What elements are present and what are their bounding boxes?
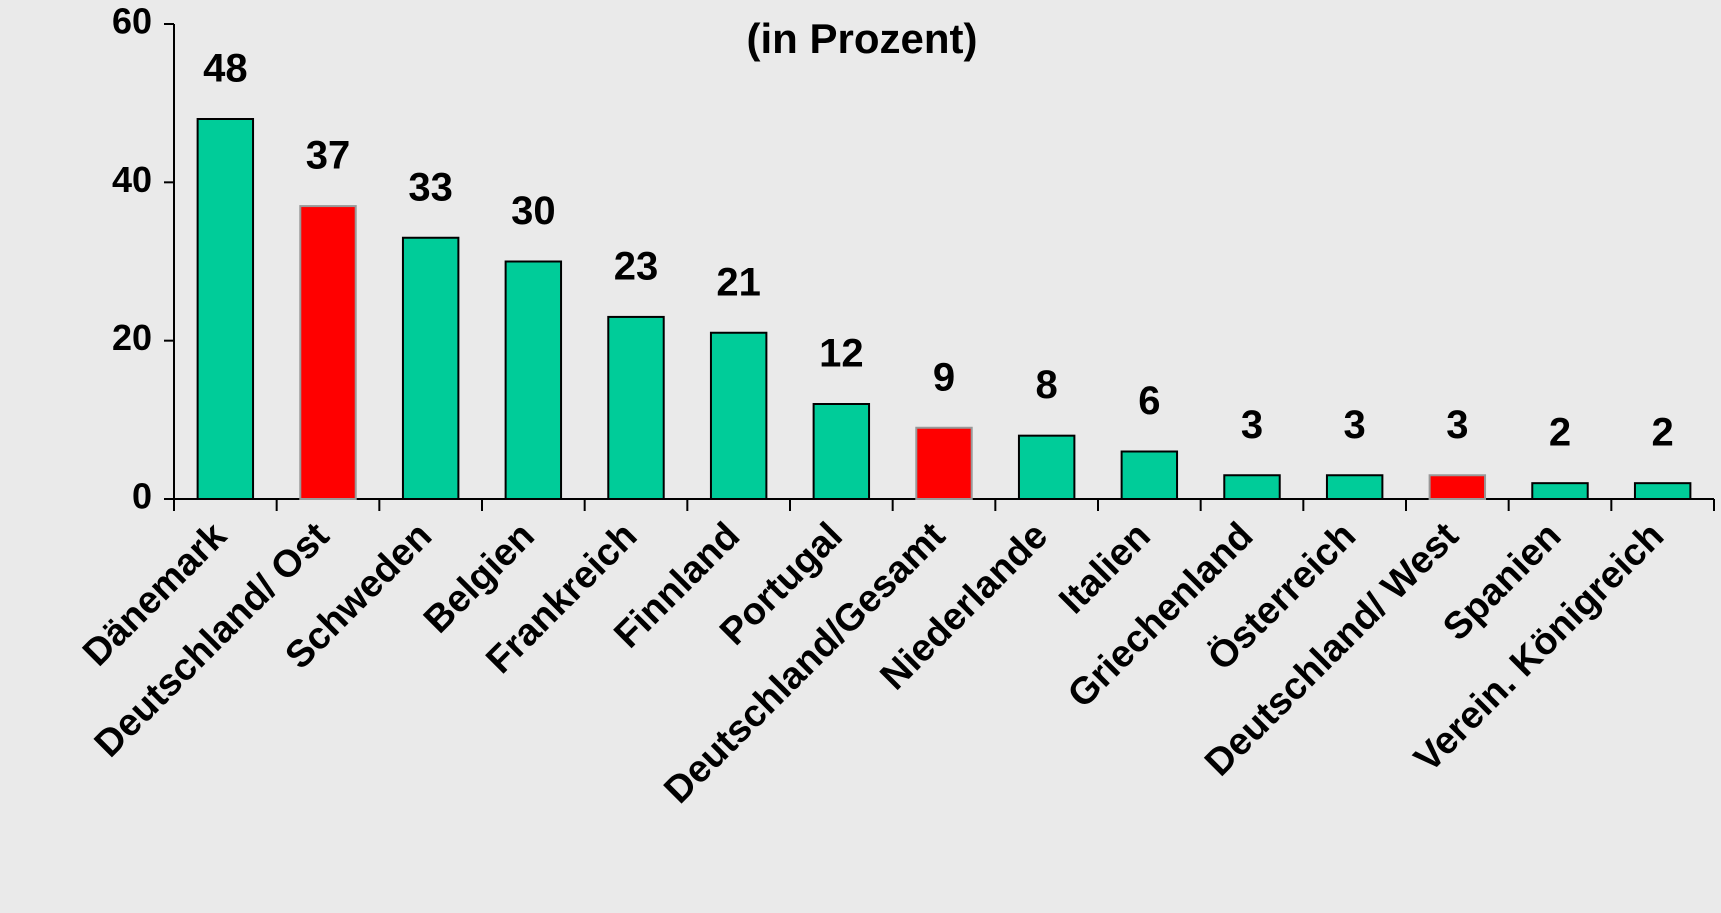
bar (1531, 482, 1589, 500)
bar (196, 118, 255, 500)
data-label: 8 (1036, 363, 1058, 407)
bar (1120, 450, 1179, 500)
data-label: 33 (408, 165, 453, 209)
data-label: 2 (1549, 411, 1571, 455)
bar (401, 236, 460, 500)
data-label: 21 (716, 260, 761, 304)
bar (1325, 474, 1384, 500)
bar (1633, 482, 1692, 500)
data-label: 23 (614, 244, 659, 288)
data-label: 3 (1344, 403, 1366, 447)
bar (709, 331, 768, 500)
data-label: 9 (933, 355, 955, 399)
bar (299, 205, 357, 500)
bar (607, 315, 665, 500)
bar (504, 260, 563, 500)
y-tick-label: 0 (132, 476, 152, 517)
y-tick-label: 20 (112, 317, 152, 358)
chart-title: (in Prozent) (747, 15, 978, 62)
y-tick-label: 40 (112, 159, 152, 200)
data-label: 2 (1652, 411, 1674, 455)
y-tick-label: 60 (112, 1, 152, 42)
bar (1017, 434, 1076, 500)
bar (1428, 474, 1487, 500)
data-label: 6 (1138, 379, 1160, 423)
data-label: 30 (511, 189, 556, 233)
data-label: 3 (1446, 403, 1468, 447)
data-label: 37 (306, 134, 351, 178)
bar (915, 426, 973, 500)
data-label: 12 (819, 332, 864, 376)
bar (1223, 474, 1281, 500)
x-tick-label: Griechenland (1060, 515, 1261, 716)
bar (812, 403, 871, 500)
data-label: 3 (1241, 403, 1263, 447)
data-label: 48 (203, 47, 248, 91)
